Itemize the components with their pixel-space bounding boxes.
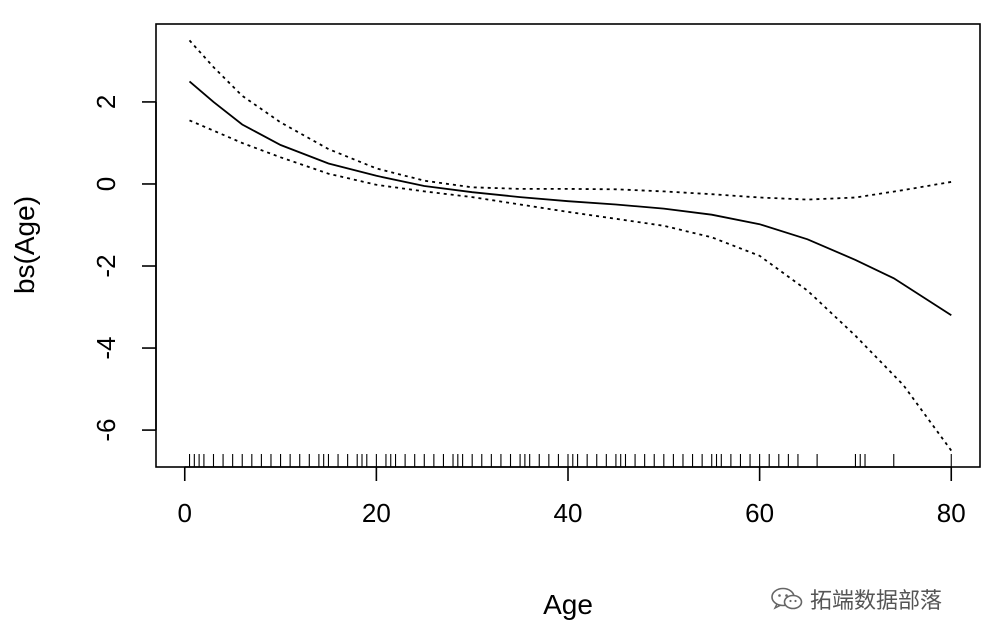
y-tick-label: -4 xyxy=(91,336,121,359)
confidence-band-line-2 xyxy=(190,120,952,450)
y-tick-label: 2 xyxy=(91,95,121,109)
x-tick-label: 60 xyxy=(745,498,774,528)
x-axis: 0 20 40 60 80 xyxy=(178,467,966,528)
x-tick-label: 80 xyxy=(937,498,966,528)
wechat-icon xyxy=(770,586,804,612)
plot-frame xyxy=(156,24,980,467)
confidence-band-line-1 xyxy=(190,40,952,199)
y-tick-label: 0 xyxy=(91,177,121,191)
series-layer xyxy=(190,40,952,450)
watermark-text: 拓端数据部落 xyxy=(810,583,942,615)
x-axis-title: Age xyxy=(543,589,593,620)
x-tick-label: 40 xyxy=(554,498,583,528)
y-tick-label: -2 xyxy=(91,254,121,277)
y-tick-label: -6 xyxy=(91,419,121,442)
x-tick-label: 20 xyxy=(362,498,391,528)
x-tick-label: 0 xyxy=(178,498,192,528)
watermark: 拓端数据部落 xyxy=(770,584,942,614)
y-axis-title: bs(Age) xyxy=(9,196,40,294)
y-axis: 2 0 -2 -4 -6 xyxy=(91,95,156,442)
fit-line-0 xyxy=(190,81,952,315)
rug-layer xyxy=(190,454,952,467)
